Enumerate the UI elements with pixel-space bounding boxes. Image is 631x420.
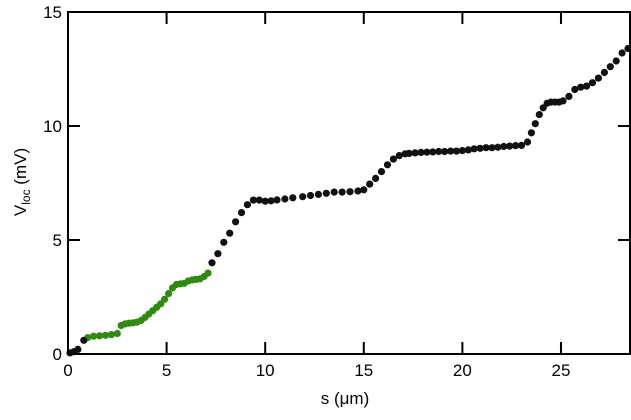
data-point [306,191,315,200]
data-point [447,147,455,155]
data-point [517,141,526,149]
data-point [523,138,532,146]
data-point [299,193,307,201]
data-point [237,209,246,217]
plot-frame [67,11,631,355]
data-point [360,186,368,194]
data-point [243,201,251,209]
data-point [214,250,222,258]
data-point [511,142,520,150]
data-point [220,238,228,246]
data-point [389,155,397,163]
data-point [488,144,496,152]
x-tick-label: 5 [162,361,171,380]
data-point [101,331,110,339]
data-point [535,111,543,119]
data-point [204,269,212,277]
data-point [429,148,437,156]
data-point [417,148,425,156]
data-point [395,152,403,160]
data-point [338,188,346,196]
data-point [372,174,380,182]
data-point [226,229,234,237]
data-point [500,142,508,151]
data-point [405,149,413,157]
data-point [232,218,240,226]
data-point [452,147,461,155]
data-point [571,85,579,94]
data-point [506,142,514,150]
data-point [441,147,449,156]
y-tick-label: 10 [43,117,62,136]
y-axis-label-main: V [11,204,30,216]
data-point [470,145,478,153]
data-point [423,148,431,156]
data-points [66,44,631,357]
y-tick-label: 15 [43,3,62,22]
data-point [90,332,98,340]
data-point [583,82,591,90]
data-point [261,197,269,205]
y-tick-label: 0 [53,345,62,364]
data-point [289,194,297,202]
data-point [494,143,502,151]
x-tick-label: 10 [256,361,275,380]
data-point [330,188,338,196]
data-point [161,295,169,303]
data-point [482,144,490,152]
data-point [559,97,567,105]
data-point [588,79,597,87]
data-point [113,329,121,338]
data-point [74,345,82,353]
data-point [411,149,419,157]
x-tick-label: 20 [453,361,472,380]
data-point [80,336,88,344]
data-point [208,259,216,267]
data-point [255,196,263,204]
data-point [273,196,281,204]
data-point [314,190,322,198]
data-point [366,180,374,188]
data-point [281,195,289,203]
data-point [249,196,257,204]
data-point [165,290,173,298]
data-point [383,161,392,169]
data-point [435,147,443,156]
data-point [565,92,573,100]
x-tick-label: 0 [63,361,72,380]
x-axis-label: s (μm) [321,389,370,408]
y-tick-label: 5 [53,231,62,250]
data-point [600,68,609,76]
y-axis-label: Vloc (mV) [11,148,33,216]
data-point [458,147,466,155]
y-axis-label-subscript: loc [19,189,33,204]
data-point [322,189,330,197]
data-point [377,168,386,176]
data-point [594,74,603,82]
data-point [612,57,620,65]
data-point [354,187,362,195]
data-point [96,332,104,340]
data-point [107,331,115,339]
data-point [606,63,614,71]
y-axis-label-unit: (mV) [11,148,30,190]
data-point [464,146,472,154]
data-point [527,129,536,137]
data-point [624,44,631,53]
axis-ticks: 0 5 10 15 20 25 0 5 10 15 [43,3,630,380]
data-point [577,83,585,91]
data-point [531,120,539,128]
data-point [476,144,484,152]
data-point [618,49,626,57]
data-point [267,197,275,205]
data-point [346,188,354,196]
x-tick-label: 25 [552,361,571,380]
x-tick-label: 15 [354,361,373,380]
